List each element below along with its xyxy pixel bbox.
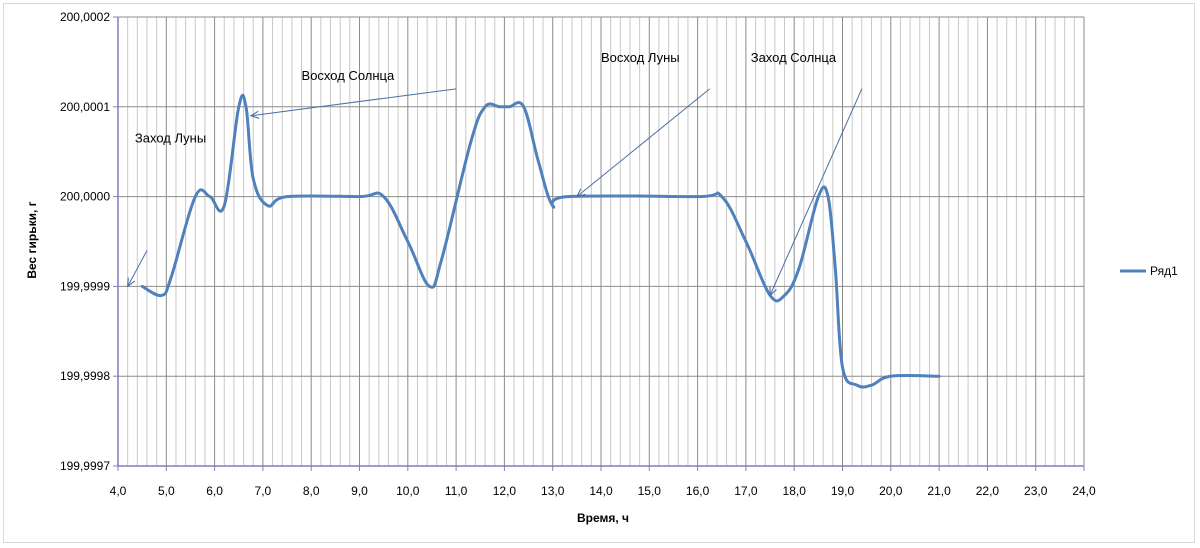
annotation-arrow: [251, 88, 457, 116]
annotation-label: Восход Луны: [601, 50, 680, 65]
x-tick-label: 15,0: [638, 484, 662, 498]
annotations-layer: Заход Луны Восход Солнца Восход Луны Заход …: [128, 50, 863, 296]
x-tick-label: 22,0: [976, 484, 1000, 498]
annotation-label: Восход Солнца: [302, 68, 395, 83]
y-tick-label: 199,9999: [60, 279, 110, 293]
y-tick-label: 200,0002: [60, 10, 110, 24]
major-gridlines: [118, 16, 1085, 466]
x-tick-label: 17,0: [734, 484, 758, 498]
y-tick-labels: 199,9997 199,9998 199,9999 200,0000 200,0001…: [60, 10, 118, 473]
annotation-label: Заход Солнца: [751, 50, 837, 65]
annotation-arrow: [770, 88, 863, 296]
x-tick-label: 10,0: [396, 484, 420, 498]
x-tick-label: 24,0: [1072, 484, 1096, 498]
x-tick-label: 7,0: [255, 484, 272, 498]
x-tick-label: 4,0: [110, 484, 127, 498]
x-tick-label: 19,0: [831, 484, 855, 498]
x-tick-label: 18,0: [783, 484, 807, 498]
x-tick-label: 23,0: [1024, 484, 1048, 498]
x-tick-label: 14,0: [589, 484, 613, 498]
x-tick-label: 16,0: [686, 484, 710, 498]
x-tick-label: 21,0: [927, 484, 951, 498]
annotation-arrow: [128, 250, 148, 286]
x-tick-label: 6,0: [206, 484, 223, 498]
x-tick-label: 5,0: [158, 484, 175, 498]
y-tick-label: 200,0000: [60, 190, 110, 204]
annotation-label: Заход Луны: [135, 131, 206, 146]
x-tick-label: 11,0: [445, 484, 468, 498]
y-tick-label: 199,9997: [60, 459, 110, 473]
y-tick-label: 199,9998: [60, 369, 110, 383]
minor-gridlines: [127, 17, 1075, 466]
x-tick-label: 20,0: [879, 484, 903, 498]
y-axis-title: Вес гирьки, г: [25, 201, 39, 278]
annotation-arrow: [577, 88, 710, 197]
legend-series-label: Ряд1: [1150, 264, 1178, 278]
y-tick-label: 200,0001: [60, 100, 110, 114]
series-line: [140, 93, 941, 389]
x-tick-labels: 4,0 5,0 6,0 7,0 8,0 9,0 10,0 11,0 12,0 13,0 14,0 15…: [110, 466, 1096, 498]
series-layer: [140, 93, 941, 389]
x-tick-label: 12,0: [493, 484, 517, 498]
x-tick-label: 9,0: [351, 484, 368, 498]
chart-frame: [3, 3, 1195, 543]
x-tick-label: 8,0: [303, 484, 320, 498]
legend: Ряд1: [1120, 264, 1178, 278]
x-tick-label: 13,0: [541, 484, 565, 498]
x-axis-title: Время, ч: [577, 511, 629, 525]
